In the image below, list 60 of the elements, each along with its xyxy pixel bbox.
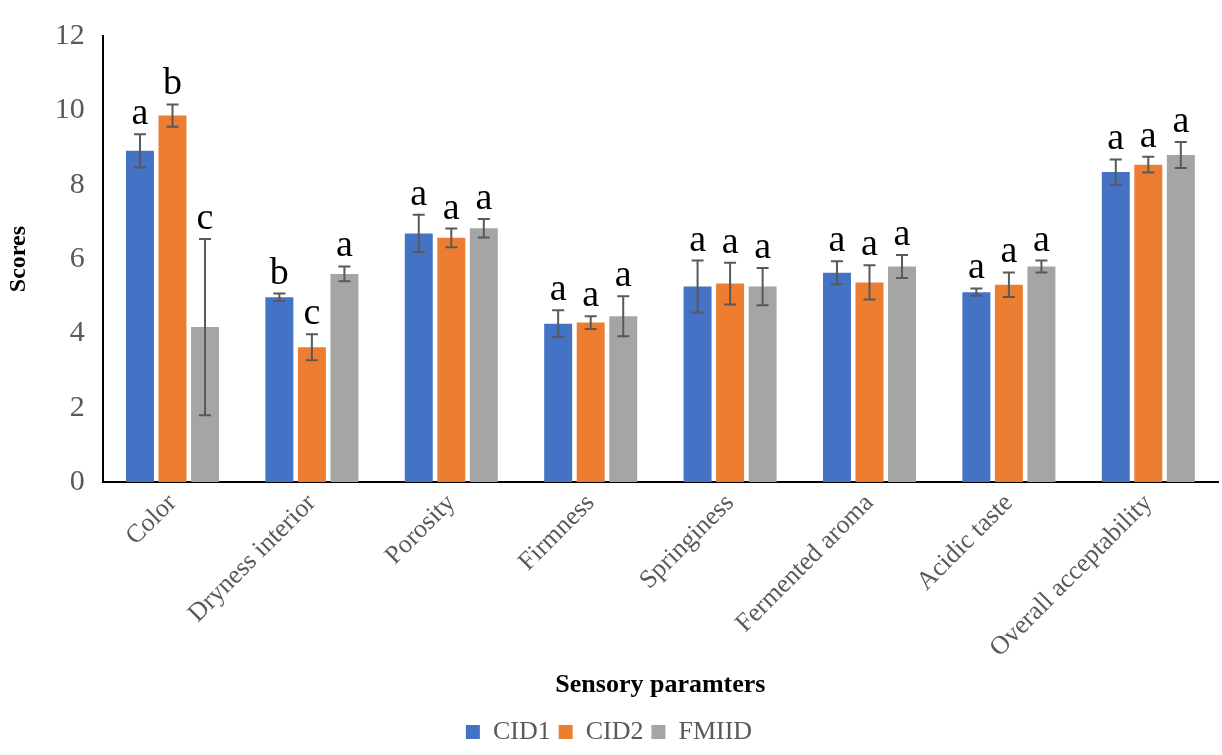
y-tick-label: 8 — [69, 165, 85, 199]
x-axis-title: Sensory paramters — [555, 669, 766, 699]
annotation: a — [614, 252, 632, 295]
annotation: a — [549, 266, 567, 309]
annotation: a — [754, 223, 772, 266]
bar — [994, 284, 1023, 483]
annotation: a — [1000, 228, 1018, 271]
annotation: c — [196, 194, 214, 237]
annotation: a — [1172, 97, 1190, 140]
legend-label: CID2 — [585, 715, 644, 745]
y-tick-label: 2 — [69, 388, 85, 422]
bar — [1166, 154, 1195, 483]
bar — [437, 237, 466, 483]
annotation: a — [1107, 115, 1125, 158]
annotation: a — [582, 272, 600, 315]
bar — [609, 316, 638, 483]
bar — [888, 266, 917, 483]
annotation: a — [1139, 112, 1157, 155]
annotation: a — [828, 217, 846, 260]
annotation: a — [721, 218, 739, 261]
y-tick-label: 10 — [54, 91, 85, 125]
annotation: a — [442, 184, 460, 227]
annotation: a — [335, 222, 353, 265]
bar — [191, 327, 220, 483]
annotation: a — [131, 90, 149, 133]
annotation: a — [861, 221, 879, 264]
legend-label: FMIID — [678, 715, 753, 745]
annotation: c — [303, 290, 321, 333]
bar — [1101, 172, 1130, 483]
annotation: a — [410, 170, 428, 213]
legend-label: CID1 — [492, 715, 551, 745]
bar — [683, 286, 712, 483]
bar — [1027, 266, 1056, 483]
bar — [297, 347, 326, 483]
annotation: b — [163, 60, 182, 103]
bar — [404, 233, 433, 483]
annotation: a — [1032, 216, 1050, 259]
annotation: a — [893, 210, 911, 253]
bar — [576, 322, 605, 483]
y-tick-label: 6 — [69, 239, 85, 273]
y-axis-title: Scores — [3, 225, 30, 293]
bar — [1134, 164, 1163, 483]
bar — [962, 292, 991, 483]
bar — [265, 297, 294, 483]
bar — [158, 115, 187, 483]
bar — [544, 323, 573, 483]
bar — [125, 150, 154, 483]
y-tick-label: 0 — [69, 462, 85, 496]
bar — [330, 273, 359, 483]
annotation: a — [689, 216, 707, 259]
annotation: a — [475, 174, 493, 217]
bar — [748, 286, 777, 483]
bar — [716, 283, 745, 483]
y-tick-label: 12 — [54, 16, 85, 50]
y-tick-label: 4 — [69, 314, 85, 348]
bar — [469, 228, 498, 483]
bar — [855, 282, 884, 483]
annotation: b — [269, 249, 289, 292]
annotation: a — [967, 244, 985, 287]
bar — [822, 272, 851, 483]
